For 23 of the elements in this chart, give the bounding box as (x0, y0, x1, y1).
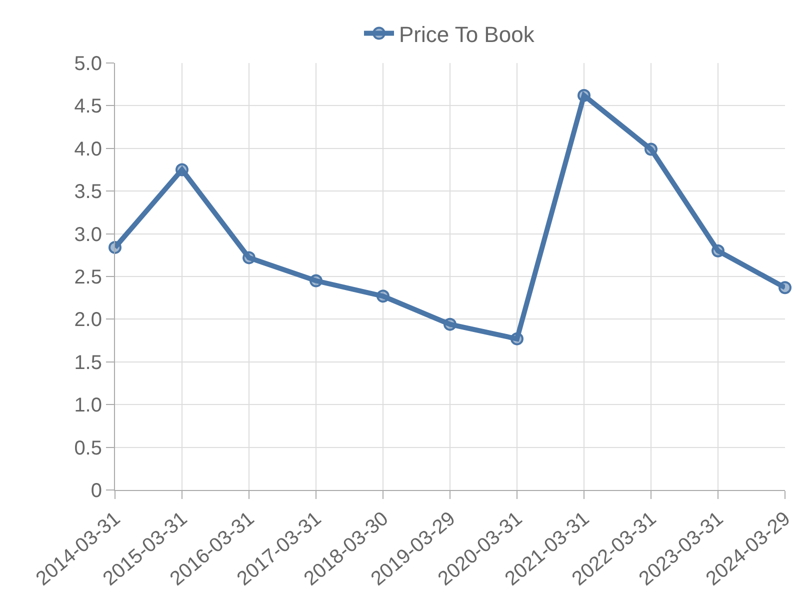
y-tick-label: 3.5 (74, 181, 102, 204)
y-tick-label: 3.0 (74, 224, 102, 246)
y-tick-label: 4.5 (74, 96, 102, 118)
y-tick-label: 1.5 (74, 352, 102, 374)
y-tick-label: 2.5 (74, 266, 102, 288)
y-tick-label: 2.0 (74, 309, 102, 332)
legend-label: Price To Book (399, 22, 536, 47)
y-tick-label: 1.0 (74, 394, 102, 417)
y-tick-label: 0 (90, 480, 102, 502)
point (310, 274, 322, 288)
y-tick-label: 5.0 (74, 53, 102, 75)
point (510, 332, 524, 346)
y-tick-label: 0.5 (74, 437, 102, 460)
point (644, 142, 658, 156)
point (578, 88, 590, 102)
point (108, 240, 122, 254)
point (444, 318, 456, 331)
point (376, 290, 390, 303)
point (712, 244, 724, 258)
point (778, 281, 792, 294)
y-tick-label: 4.0 (74, 138, 102, 160)
point (176, 163, 188, 176)
point (242, 251, 256, 264)
